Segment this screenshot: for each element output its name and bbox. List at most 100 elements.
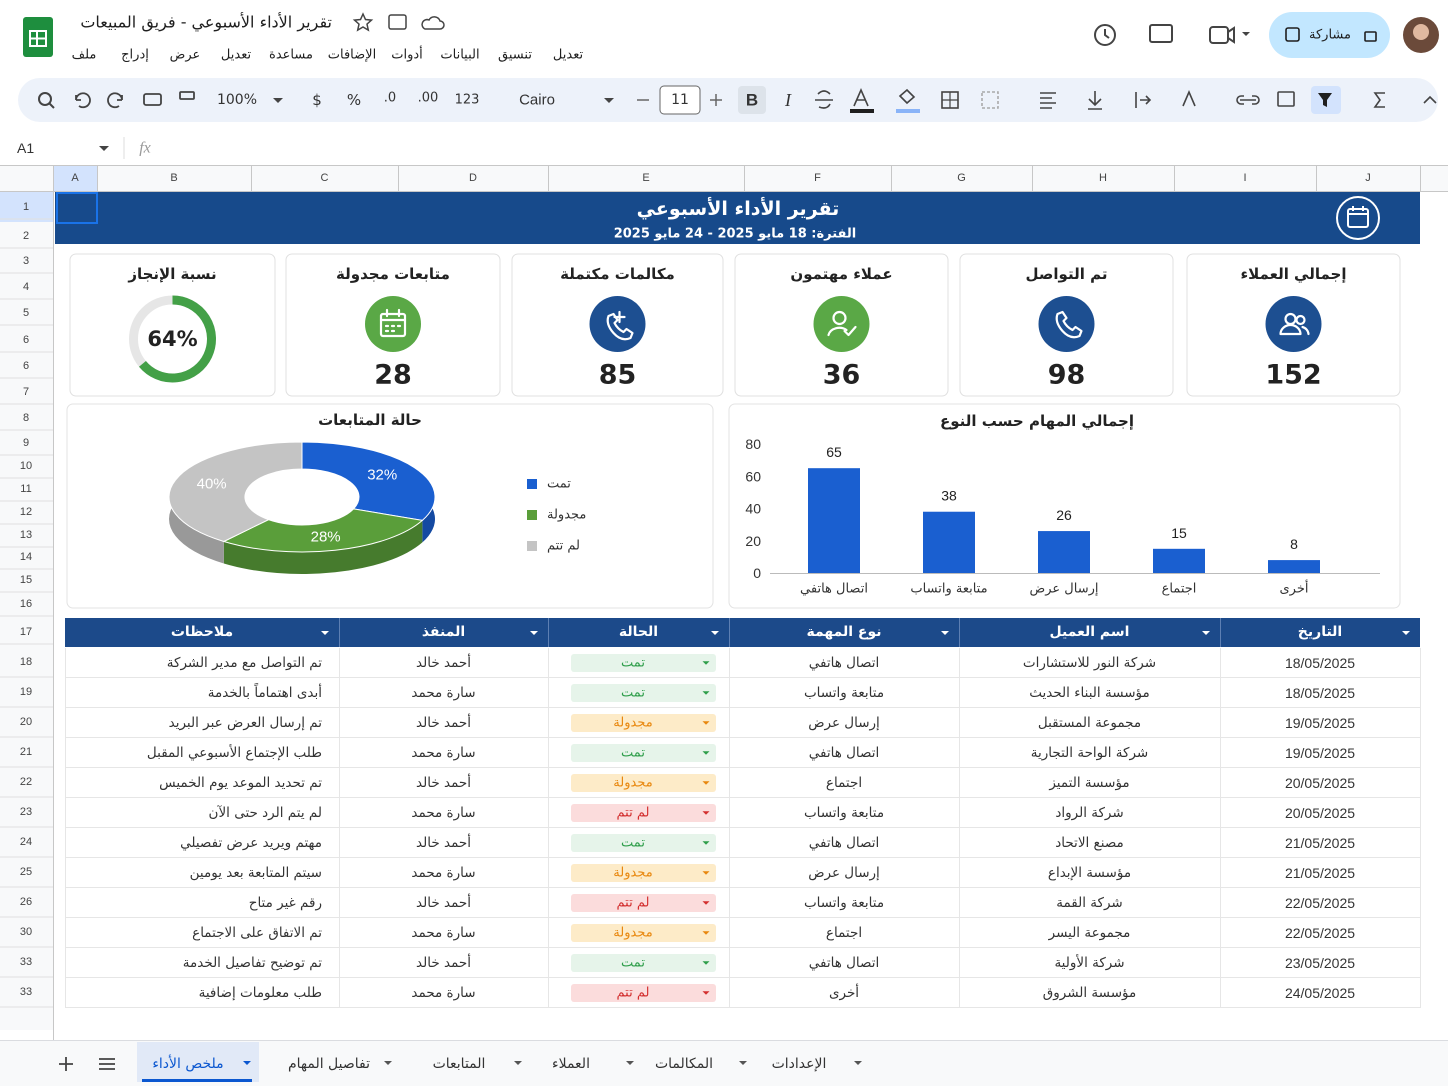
status-pill[interactable] [571,774,716,792]
redo-icon[interactable] [107,92,123,109]
status-label[interactable]: تمت [621,956,645,971]
column-header[interactable]: H [1099,172,1107,184]
valign-button[interactable] [1088,91,1102,110]
row-header[interactable]: 7 [23,386,29,398]
status-pill[interactable] [571,924,716,942]
row-header[interactable]: 25 [20,866,32,878]
status-pill[interactable] [571,834,716,852]
status-label[interactable]: تمت [621,746,645,761]
column-header[interactable]: F [814,172,821,184]
row-header[interactable]: 2 [23,230,29,242]
status-pill[interactable] [571,744,716,762]
print-icon[interactable] [143,93,162,106]
increase-size[interactable] [710,94,722,106]
text-color-button[interactable] [853,88,869,107]
sheet-tab[interactable]: تفاصيل المهام [288,1056,370,1072]
row-header[interactable]: 14 [20,551,32,563]
row-header[interactable]: 13 [20,529,32,541]
zoom-select[interactable]: 100% [217,92,257,108]
menu-item[interactable]: البيانات [440,48,479,63]
status-label[interactable]: مجدولة [613,776,652,791]
row-header[interactable]: 30 [20,926,32,938]
comment-button[interactable] [1277,91,1295,107]
increase-decimals[interactable]: .00 [418,91,439,106]
link-button[interactable] [1236,95,1260,105]
row-header[interactable]: 23 [20,806,32,818]
column-header[interactable]: B [170,172,177,184]
row-header[interactable]: 10 [20,460,32,472]
row-header[interactable]: 6 [23,334,29,346]
paint-format-icon[interactable] [179,91,195,100]
strikethrough-button[interactable] [815,90,833,109]
undo-icon[interactable] [75,92,91,109]
currency-format[interactable]: $ [312,91,322,109]
status-pill[interactable] [571,864,716,882]
column-header[interactable]: E [642,172,649,184]
menu-item[interactable]: الإضافات [328,48,376,63]
status-label[interactable]: تمت [621,836,645,851]
status-pill[interactable] [571,894,716,912]
row-header[interactable]: 26 [20,896,32,908]
fill-color-button[interactable] [898,88,916,105]
status-label[interactable]: لم تتم [617,986,650,1001]
name-box[interactable]: A1 [17,140,34,156]
search-icon[interactable] [38,92,52,106]
row-header[interactable]: 33 [20,986,32,998]
percent-format[interactable]: % [347,91,361,109]
sheet-tab[interactable]: الإعدادات [772,1056,827,1072]
row-header[interactable]: 11 [20,483,31,495]
status-pill[interactable] [571,954,716,972]
row-header[interactable]: 4 [23,281,29,293]
wrap-button[interactable] [1135,92,1152,108]
status-pill[interactable] [571,654,716,672]
menu-item[interactable]: مساعدة [269,48,313,63]
status-label[interactable]: تمت [621,686,645,701]
status-label[interactable]: مجدولة [613,926,652,941]
status-pill[interactable] [571,984,716,1002]
cloud-icon[interactable] [421,16,445,30]
row-header[interactable]: 19 [20,686,32,698]
decrease-decimals[interactable]: .0 [384,91,396,106]
column-header[interactable]: C [321,172,329,184]
row-header[interactable]: 21 [20,746,32,758]
filter-button[interactable] [1318,93,1332,107]
row-header[interactable]: 24 [20,836,32,848]
status-label[interactable]: مجدولة [613,716,652,731]
menu-item[interactable]: إدراج [121,48,149,63]
functions-button[interactable] [1373,92,1385,108]
column-header[interactable]: J [1365,172,1371,184]
menu-item[interactable]: تعديل [221,48,252,63]
menu-item[interactable]: تعديل [553,48,584,63]
bold-button[interactable]: B [746,91,758,110]
sheet-tab[interactable]: المتابعات [433,1056,486,1072]
row-header[interactable]: 20 [20,716,32,728]
row-header[interactable]: 8 [23,412,29,424]
column-header[interactable]: G [957,172,966,184]
column-header[interactable]: A [71,172,79,184]
row-header[interactable]: 18 [20,656,32,668]
row-header[interactable]: 17 [20,626,32,638]
status-pill[interactable] [571,804,716,822]
row-header[interactable]: 9 [23,437,29,449]
column-header[interactable]: D [469,172,477,184]
status-pill[interactable] [571,714,716,732]
active-sheet-tab[interactable]: ملخص الأداء [152,1054,223,1072]
font-select[interactable]: Cairo [519,92,555,109]
row-header[interactable]: 5 [23,307,29,319]
row-header[interactable]: 33 [20,956,32,968]
italic-button[interactable]: I [784,90,792,110]
status-label[interactable]: لم تتم [617,896,650,911]
row-header[interactable]: 16 [20,598,32,610]
number-format[interactable]: 123 [455,93,480,108]
move-icon[interactable] [388,14,407,30]
menu-item[interactable]: عرض [170,48,201,63]
all-sheets[interactable] [99,1058,115,1070]
row-header[interactable]: 22 [20,776,32,788]
comments-icon[interactable] [1149,24,1173,43]
column-header[interactable]: I [1243,172,1246,184]
menu-item[interactable]: تنسيق [498,48,532,63]
add-sheet[interactable] [59,1057,73,1071]
status-pill[interactable] [571,684,716,702]
sheet-tab[interactable]: المكالمات [655,1056,713,1072]
status-label[interactable]: تمت [621,656,645,671]
